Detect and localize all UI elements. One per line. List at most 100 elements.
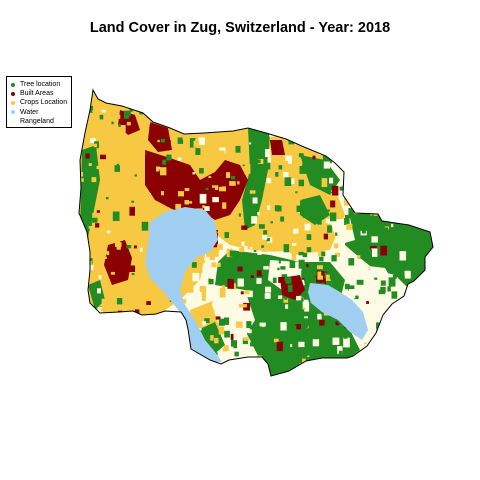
raster-cell — [177, 370, 180, 373]
raster-cell — [310, 276, 316, 284]
raster-cell — [168, 374, 175, 376]
raster-cell — [79, 266, 82, 271]
raster-cell — [362, 227, 366, 234]
raster-cell — [112, 151, 120, 156]
raster-cell — [300, 346, 307, 354]
raster-cell — [326, 280, 332, 289]
legend: Tree location Built Areas Crops Location… — [6, 76, 72, 128]
raster-cell — [332, 372, 339, 376]
raster-cell — [191, 262, 197, 268]
raster-cell — [402, 362, 407, 366]
raster-cell — [220, 288, 225, 295]
raster-cell — [278, 165, 283, 170]
raster-cell — [388, 277, 396, 287]
raster-cell — [121, 227, 128, 237]
raster-cell — [390, 260, 396, 265]
lake-zug — [145, 207, 222, 362]
raster-cell — [366, 172, 372, 176]
raster-cell — [151, 323, 154, 328]
raster-cell — [409, 90, 413, 91]
raster-cell — [369, 292, 373, 297]
raster-cell — [344, 359, 348, 365]
raster-cell — [306, 247, 312, 253]
raster-cell — [137, 205, 141, 210]
raster-cell — [88, 224, 94, 229]
raster-cell — [242, 164, 245, 167]
raster-cell — [252, 197, 258, 204]
raster-cell — [308, 357, 310, 361]
raster-cell — [317, 220, 322, 225]
raster-cell — [231, 111, 237, 119]
raster-cell — [113, 315, 119, 322]
raster-cell — [388, 151, 392, 156]
raster-cell — [102, 307, 107, 311]
raster-cell — [256, 270, 263, 277]
raster-cell — [93, 257, 97, 263]
raster-cell — [437, 152, 442, 159]
raster-cell — [128, 99, 135, 107]
raster-cell — [340, 144, 342, 146]
raster-cell — [335, 365, 340, 372]
raster-cell — [376, 200, 380, 203]
raster-cell — [416, 318, 422, 322]
raster-cell — [256, 298, 260, 302]
raster-cell — [400, 313, 405, 317]
raster-cell — [217, 231, 220, 234]
raster-cell — [177, 353, 182, 357]
raster-cell — [357, 116, 365, 123]
raster-cell — [437, 287, 441, 290]
raster-cell — [306, 234, 312, 240]
raster-cell — [318, 97, 324, 102]
raster-cell — [250, 342, 254, 347]
raster-cell — [388, 140, 394, 147]
raster-cell — [184, 113, 187, 116]
raster-cell — [388, 113, 392, 118]
raster-cell — [195, 146, 198, 149]
raster-cell — [233, 333, 239, 341]
raster-cell — [388, 154, 393, 160]
raster-cell — [157, 139, 160, 143]
raster-cell — [424, 294, 430, 299]
raster-cell — [382, 347, 385, 351]
raster-cell — [322, 154, 330, 161]
raster-cell — [314, 134, 321, 139]
raster-cell — [261, 269, 266, 276]
raster-cell — [353, 173, 360, 183]
raster-cell — [238, 303, 244, 308]
raster-cell — [224, 138, 228, 142]
raster-cell — [392, 274, 397, 279]
raster-cell — [330, 200, 336, 208]
raster-cell — [432, 358, 433, 364]
raster-cell — [413, 196, 417, 200]
raster-cell — [92, 212, 98, 218]
raster-cell — [249, 113, 254, 117]
raster-cell — [423, 343, 430, 348]
raster-cell — [335, 142, 342, 152]
raster-cell — [265, 286, 272, 293]
raster-cell — [119, 154, 123, 160]
raster-cell — [311, 205, 317, 210]
raster-cell — [189, 270, 192, 273]
raster-cell — [334, 243, 339, 249]
raster-cell — [156, 166, 160, 172]
raster-cell — [391, 223, 394, 228]
raster-cell — [301, 270, 308, 280]
raster-cell — [111, 121, 114, 125]
raster-cell — [277, 267, 280, 271]
raster-cell — [383, 199, 390, 204]
raster-cell — [427, 114, 430, 117]
raster-cell — [161, 102, 165, 105]
raster-cell — [313, 141, 321, 150]
raster-cell — [217, 244, 223, 250]
raster-cell — [380, 245, 388, 256]
raster-cell — [193, 140, 199, 148]
raster-cell — [304, 223, 311, 231]
raster-cell — [415, 202, 418, 206]
raster-cell — [135, 342, 140, 346]
raster-cell — [403, 306, 407, 311]
raster-cell — [289, 260, 296, 268]
raster-cell — [371, 236, 378, 243]
raster-cell — [296, 295, 302, 301]
raster-cell — [354, 109, 360, 113]
raster-cell — [258, 304, 265, 315]
